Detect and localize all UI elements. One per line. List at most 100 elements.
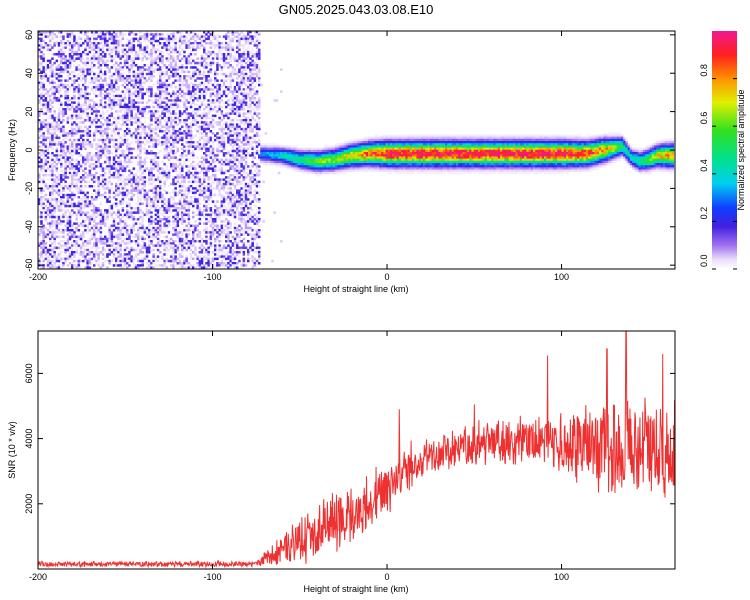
spectrogram-cell [121,79,125,82]
spectrogram-cell [49,108,52,111]
spectrogram-cell [132,262,136,265]
spectrogram-cell [156,64,160,67]
spectrogram-cell [112,39,116,43]
spectrogram-cell [77,57,81,60]
spectrogram-cell [205,138,208,142]
spectrogram-cell [187,149,191,153]
spectrogram-cell [141,130,144,133]
spectrogram-cell [176,218,180,221]
spectrogram-cell [132,105,136,109]
spectrogram-cell [108,99,111,102]
spectrogram-cell [172,163,175,166]
spectrogram-cell [71,116,74,120]
spectrogram-cell [123,213,127,217]
spectrogram-cell [46,105,50,109]
spectrogram-cell [101,132,105,135]
spectrogram-cell [203,185,206,188]
spectrogram-cell [145,226,149,230]
spectrogram-cell [172,37,175,41]
spectrogram-cell [84,229,87,232]
spectrogram-cell [207,169,210,173]
spectrogram-cell [101,163,105,166]
spectrogram-cell [97,50,100,54]
spectrogram-cell [181,180,184,184]
spectrogram-cell [64,152,67,155]
spectrogram-cell [198,189,202,192]
spectrogram-cell [73,138,76,142]
spectrogram-cell [62,209,65,212]
spectrogram-cell [104,193,107,197]
spectrogram-cell [174,141,177,144]
spectrogram-cell [211,187,215,190]
spectrogram-cell [95,193,98,197]
spectrogram-cell [189,53,193,56]
spectrogram-cell [137,94,140,98]
spectrogram-cell [141,171,144,175]
spectrogram-cell [176,66,180,69]
spectrogram-cell [163,259,166,263]
spectrogram-cell [95,86,98,89]
spectrogram-cell [40,94,43,98]
spectrogram-cell [216,224,219,228]
spectrogram-cell [49,160,52,164]
spectrogram-cell [62,202,65,206]
spectrogram-cell [57,99,61,102]
spectrogram-cell [211,147,215,151]
spectrogram-cell [205,86,208,89]
spectrogram-cell [53,189,56,192]
spectrogram-cell [209,147,213,151]
spectrogram-cell [200,114,204,118]
spectrogram-cell [141,94,144,98]
spectrogram-cell [46,248,50,252]
spectrogram-cell [60,231,63,234]
spectrogram-cell [60,127,63,131]
spectrogram-cell [181,251,184,254]
spectrogram-cell [139,178,142,181]
spectrogram-cell [112,105,116,109]
spectrogram-cell [71,33,74,36]
spectrogram-cell [196,46,199,49]
spectrogram-cell [93,136,96,140]
spectrogram-cell [57,200,61,203]
spectrogram-cell [192,94,195,98]
spectrogram-cell [152,259,155,263]
spectrogram-cell [108,114,111,118]
spectrogram-cell [104,145,107,148]
spectrogram-cell [176,202,180,206]
spectrogram-cell [154,33,158,36]
spectrogram-cell [68,138,72,142]
spectrogram-cell [104,235,107,239]
spectrogram-cell [209,138,213,142]
spectrogram-cell [181,231,184,234]
spectrogram-cell [220,119,224,122]
spectrogram-cell [176,134,180,137]
spectrogram-cell [218,262,221,265]
spectrogram-cell [203,127,206,131]
spectrogram-cell [205,134,208,137]
spectrogram-cell [216,178,219,181]
spectrogram-cell [71,83,74,87]
spectrogram-cell [71,121,74,124]
spectrogram-cell [44,112,48,115]
spectrogram-cell [150,77,153,80]
spectrogram-cell [46,101,50,104]
spectrogram-cell [46,156,50,159]
spectrogram-cell [137,119,140,122]
spectrogram-cell [220,220,224,223]
spectrogram-cell [46,251,50,254]
spectrogram-cell [165,215,169,219]
spectrogram-cell [161,44,164,47]
spectrogram-cell [101,169,105,173]
spectrogram-cell [159,121,162,124]
spectrogram-cell [209,61,213,65]
spectrogram-cell [189,46,193,49]
spectrogram-cell [121,200,125,203]
spectrogram-cell [123,116,127,120]
spectrogram-cell [218,149,221,153]
spectrogram-cell [66,134,70,137]
spectrogram-cell [141,66,144,69]
spectrogram-cell [150,132,153,135]
spectrogram-cell [110,99,114,102]
spectrogram-cell [198,97,202,100]
spectrogram-cell [126,119,129,122]
